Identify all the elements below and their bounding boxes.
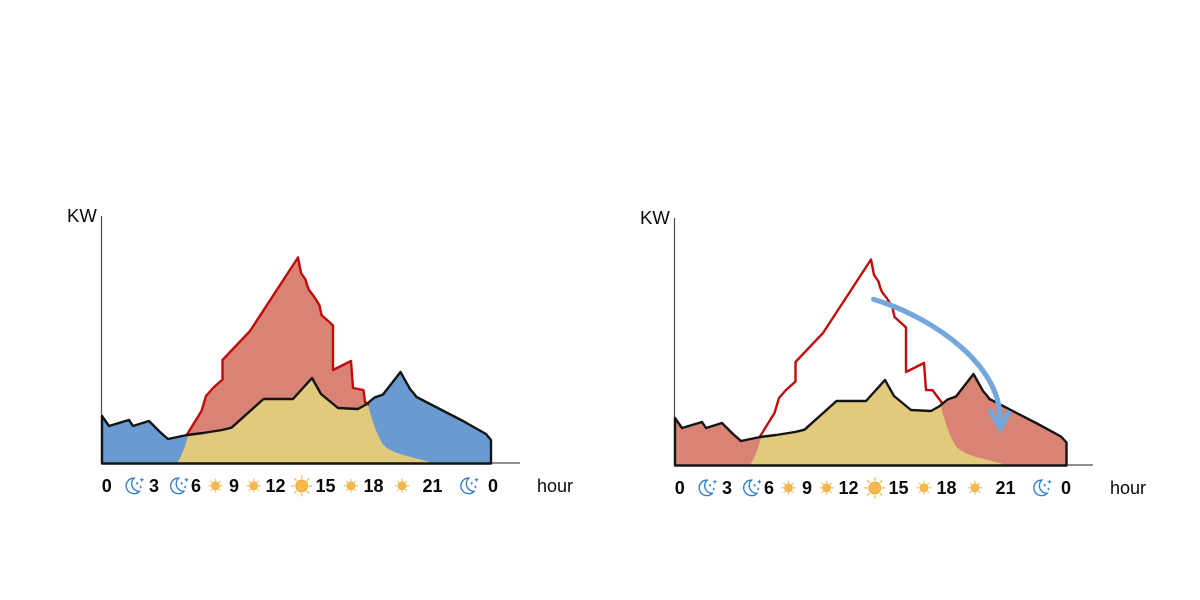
svg-text:0: 0 <box>488 476 498 496</box>
svg-text:0: 0 <box>675 478 685 498</box>
svg-text:18: 18 <box>363 476 383 496</box>
svg-text:3: 3 <box>149 476 159 496</box>
svg-text:6: 6 <box>191 476 201 496</box>
svg-text:9: 9 <box>229 476 239 496</box>
svg-text:21: 21 <box>422 476 442 496</box>
svg-text:15: 15 <box>888 478 908 498</box>
svg-text:3: 3 <box>722 478 732 498</box>
svg-text:0: 0 <box>1061 478 1071 498</box>
svg-text:15: 15 <box>315 476 335 496</box>
svg-text:hour: hour <box>537 476 573 496</box>
svg-text:KW: KW <box>67 205 97 226</box>
svg-text:KW: KW <box>640 207 670 228</box>
svg-text:12: 12 <box>838 478 858 498</box>
svg-text:9: 9 <box>802 478 812 498</box>
svg-text:21: 21 <box>995 478 1015 498</box>
svg-text:18: 18 <box>936 478 956 498</box>
svg-text:6: 6 <box>764 478 774 498</box>
svg-text:hour: hour <box>1110 478 1146 498</box>
svg-text:0: 0 <box>102 476 112 496</box>
svg-text:12: 12 <box>265 476 285 496</box>
